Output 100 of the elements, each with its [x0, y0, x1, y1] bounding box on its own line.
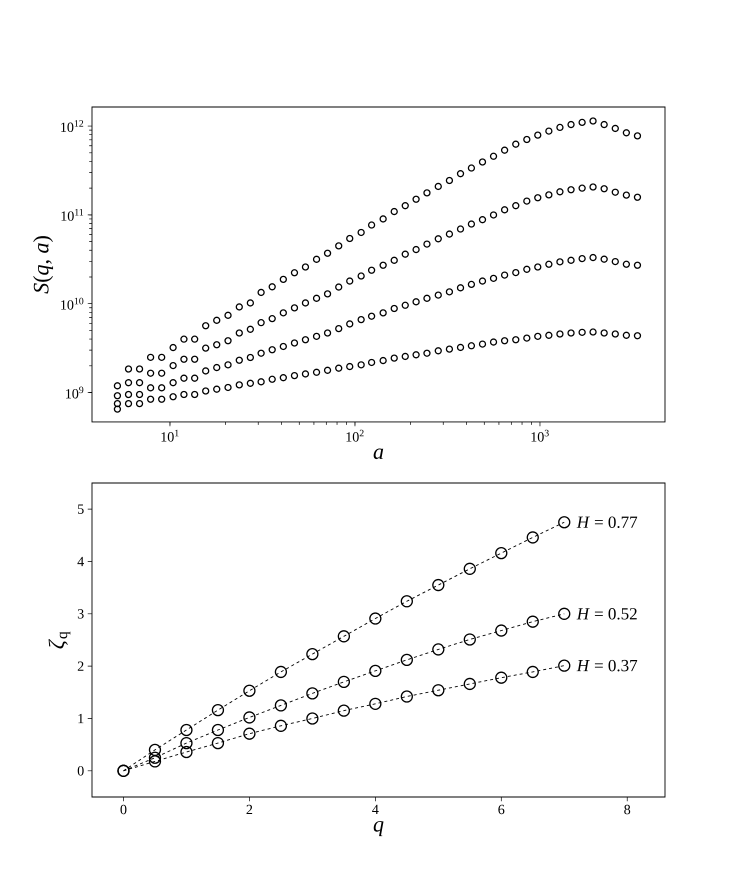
point: [158, 396, 166, 403]
point: [500, 337, 508, 344]
point: [600, 329, 608, 337]
point: [556, 124, 564, 132]
series-label: H = 0.52: [576, 608, 637, 620]
y-tick-label: 10$^{12}$: [61, 120, 84, 132]
point: [412, 196, 420, 203]
point: [148, 744, 162, 756]
point: [390, 354, 398, 362]
y-tick-label: 3: [78, 609, 84, 619]
point: [589, 183, 597, 191]
point: [434, 235, 442, 242]
point: [589, 117, 597, 125]
point: [402, 202, 409, 210]
point: [400, 654, 413, 666]
point: [169, 393, 177, 400]
point: [257, 288, 265, 296]
x-tick-label: 10$^{1}$: [161, 430, 179, 442]
point: [423, 189, 431, 197]
point: [379, 215, 387, 223]
point: [500, 271, 508, 279]
point: [490, 274, 498, 282]
point: [358, 228, 365, 236]
point: [324, 250, 332, 257]
point: [490, 211, 498, 219]
point: [368, 221, 376, 229]
point: [423, 350, 431, 357]
point: [246, 299, 254, 307]
point: [446, 176, 454, 184]
point: [468, 220, 476, 228]
point: [191, 356, 198, 363]
point: [402, 352, 409, 360]
point: [358, 316, 365, 324]
point: [243, 711, 256, 724]
point: [464, 562, 476, 575]
x-tick-label: 6: [498, 804, 504, 814]
point: [213, 341, 220, 348]
point: [589, 254, 597, 262]
point: [243, 684, 256, 697]
point: [324, 366, 332, 374]
point: [368, 266, 376, 274]
point: [634, 132, 642, 140]
point: [567, 186, 575, 194]
point: [114, 406, 122, 413]
point: [523, 197, 530, 205]
point: [612, 258, 619, 266]
point: [146, 370, 154, 377]
point: [622, 260, 630, 268]
point: [290, 304, 298, 312]
point: [213, 364, 220, 372]
point: [468, 342, 476, 350]
point: [446, 345, 454, 353]
point: [379, 356, 387, 364]
point: [257, 378, 265, 386]
point: [290, 339, 298, 347]
point: [335, 283, 342, 291]
point: [434, 291, 442, 299]
point: [369, 664, 382, 678]
point: [534, 131, 542, 139]
y-axis-title: S(q, a): [33, 236, 54, 294]
point: [312, 256, 320, 263]
point: [523, 266, 530, 273]
point: [136, 379, 144, 386]
point: [306, 648, 319, 660]
point: [236, 303, 243, 311]
point: [124, 365, 132, 373]
point: [257, 319, 265, 326]
y-tick-label: 2: [78, 662, 84, 671]
point: [268, 376, 276, 383]
point: [369, 612, 382, 625]
point: [224, 312, 232, 319]
point: [545, 191, 553, 199]
point: [478, 216, 486, 224]
point: [212, 736, 224, 750]
point: [456, 225, 464, 233]
point: [423, 240, 431, 248]
point: [600, 120, 608, 128]
point: [202, 322, 210, 330]
point: [280, 342, 287, 350]
point: [578, 184, 586, 192]
point: [512, 202, 520, 210]
point: [400, 690, 413, 703]
point: [612, 188, 619, 196]
point: [434, 347, 442, 354]
point: [495, 672, 508, 684]
point: [136, 365, 144, 373]
point: [567, 120, 575, 128]
point: [169, 379, 177, 386]
point: [545, 127, 553, 135]
point: [612, 124, 619, 132]
y-tick-label: 1: [78, 714, 84, 724]
point: [246, 354, 254, 362]
point: [213, 386, 220, 393]
point: [446, 288, 454, 296]
point: [534, 194, 542, 202]
y-tick-label: 10$^{11}$: [62, 208, 84, 221]
point: [124, 379, 132, 386]
point: [400, 595, 413, 608]
x-tick-label: 0: [120, 804, 126, 814]
point: [302, 299, 310, 307]
